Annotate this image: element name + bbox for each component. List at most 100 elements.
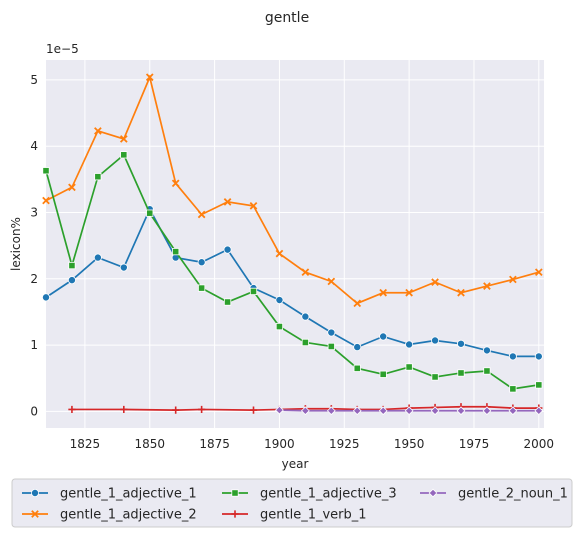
legend-marker [231, 510, 239, 518]
data-point [378, 406, 388, 416]
data-point [483, 367, 491, 375]
x-tick-label: 1825 [70, 437, 101, 451]
data-point [353, 299, 362, 308]
y-tick-label: 1 [30, 338, 38, 352]
series-gentle_1_adjective_2 [42, 73, 543, 308]
data-point [301, 406, 310, 416]
data-point [42, 293, 51, 302]
data-point [379, 370, 387, 378]
legend-label: gentle_1_adjective_1 [60, 487, 197, 502]
data-point [508, 352, 517, 361]
data-point [94, 173, 102, 181]
data-point [42, 167, 50, 175]
data-point [68, 405, 76, 414]
data-point [42, 196, 50, 205]
series-line [71, 405, 539, 411]
data-point [457, 369, 465, 377]
data-point [456, 339, 465, 348]
legend-item: gentle_2_noun_1 [420, 487, 568, 502]
legend-marker [231, 489, 239, 497]
data-point [327, 342, 335, 351]
x-tick-label: 1875 [199, 437, 230, 451]
legend-item: gentle_1_adjective_3 [222, 487, 397, 502]
data-point [249, 287, 258, 296]
series-gentle_1_adjective_3 [42, 151, 543, 393]
legend-item: gentle_1_adjective_1 [22, 487, 197, 502]
y-offset-label: 1e−5 [46, 42, 79, 56]
data-point [431, 336, 440, 345]
data-point [198, 284, 206, 292]
data-point [275, 249, 284, 258]
data-point [405, 363, 413, 371]
data-point [353, 364, 361, 372]
data-point [431, 373, 439, 381]
data-point [509, 385, 517, 393]
x-tick-label: 1900 [264, 437, 295, 451]
series-line [45, 153, 539, 390]
legend-items: gentle_1_adjective_1 gentle_1_adjective_2… [22, 487, 568, 523]
series-gentle_1_adjective_1 [42, 205, 543, 361]
data-point [223, 198, 232, 206]
chart-title: gentle [265, 10, 309, 26]
legend-label: gentle_1_adjective_3 [260, 487, 397, 502]
data-point [352, 406, 362, 416]
legend-label: gentle_1_adjective_2 [60, 508, 197, 523]
legend-label: gentle_2_noun_1 [458, 487, 568, 502]
plot-area [46, 60, 544, 428]
legend: gentle_1_adjective_1 gentle_1_adjective_2… [11, 478, 573, 528]
y-tick-labels: 0 1 2 3 4 5 [30, 73, 38, 419]
data-point [197, 210, 206, 219]
y-axis-label: lexicon% [9, 217, 23, 271]
data-point [326, 406, 336, 416]
data-point [457, 288, 465, 297]
series-line [45, 207, 539, 358]
y-tick-label: 4 [30, 139, 38, 153]
data-point [172, 406, 180, 414]
x-tick-label: 2000 [524, 437, 555, 451]
data-point [301, 312, 310, 321]
data-point [534, 268, 543, 277]
data-point [93, 253, 102, 262]
data-point [534, 406, 544, 416]
data-point [68, 261, 76, 270]
data-point [94, 127, 102, 135]
y-tick-label: 3 [30, 206, 38, 220]
data-point [534, 352, 543, 361]
data-point [535, 381, 543, 389]
data-point [249, 202, 258, 210]
x-tick-label: 1850 [134, 437, 165, 451]
data-point [119, 263, 128, 272]
data-point [223, 298, 232, 306]
data-point [431, 278, 439, 286]
series-gentle_2_noun_1 [275, 405, 544, 416]
data-point [146, 209, 154, 217]
data-point [483, 282, 491, 290]
data-point [249, 406, 258, 414]
data-point [405, 340, 414, 349]
data-point [275, 405, 284, 415]
x-tick-label: 1975 [459, 437, 490, 451]
data-point [508, 406, 518, 416]
x-axis-label: year [282, 457, 309, 471]
data-point [172, 248, 180, 256]
data-point [119, 135, 128, 143]
data-point [327, 277, 336, 286]
data-point [482, 406, 492, 416]
data-point [405, 288, 413, 297]
data-point [430, 406, 440, 416]
data-point [198, 405, 206, 414]
x-tick-label: 1925 [329, 437, 360, 451]
data-point [301, 268, 310, 277]
legend-marker [428, 488, 438, 498]
data-point [171, 179, 180, 188]
legend-marker [30, 488, 39, 497]
data-point [327, 328, 336, 337]
data-point [275, 322, 284, 331]
data-point [223, 245, 232, 254]
series-line [45, 74, 540, 305]
data-point [301, 338, 309, 347]
data-point [197, 258, 206, 267]
data-point [68, 183, 76, 192]
legend-item: gentle_1_verb_1 [222, 508, 367, 523]
